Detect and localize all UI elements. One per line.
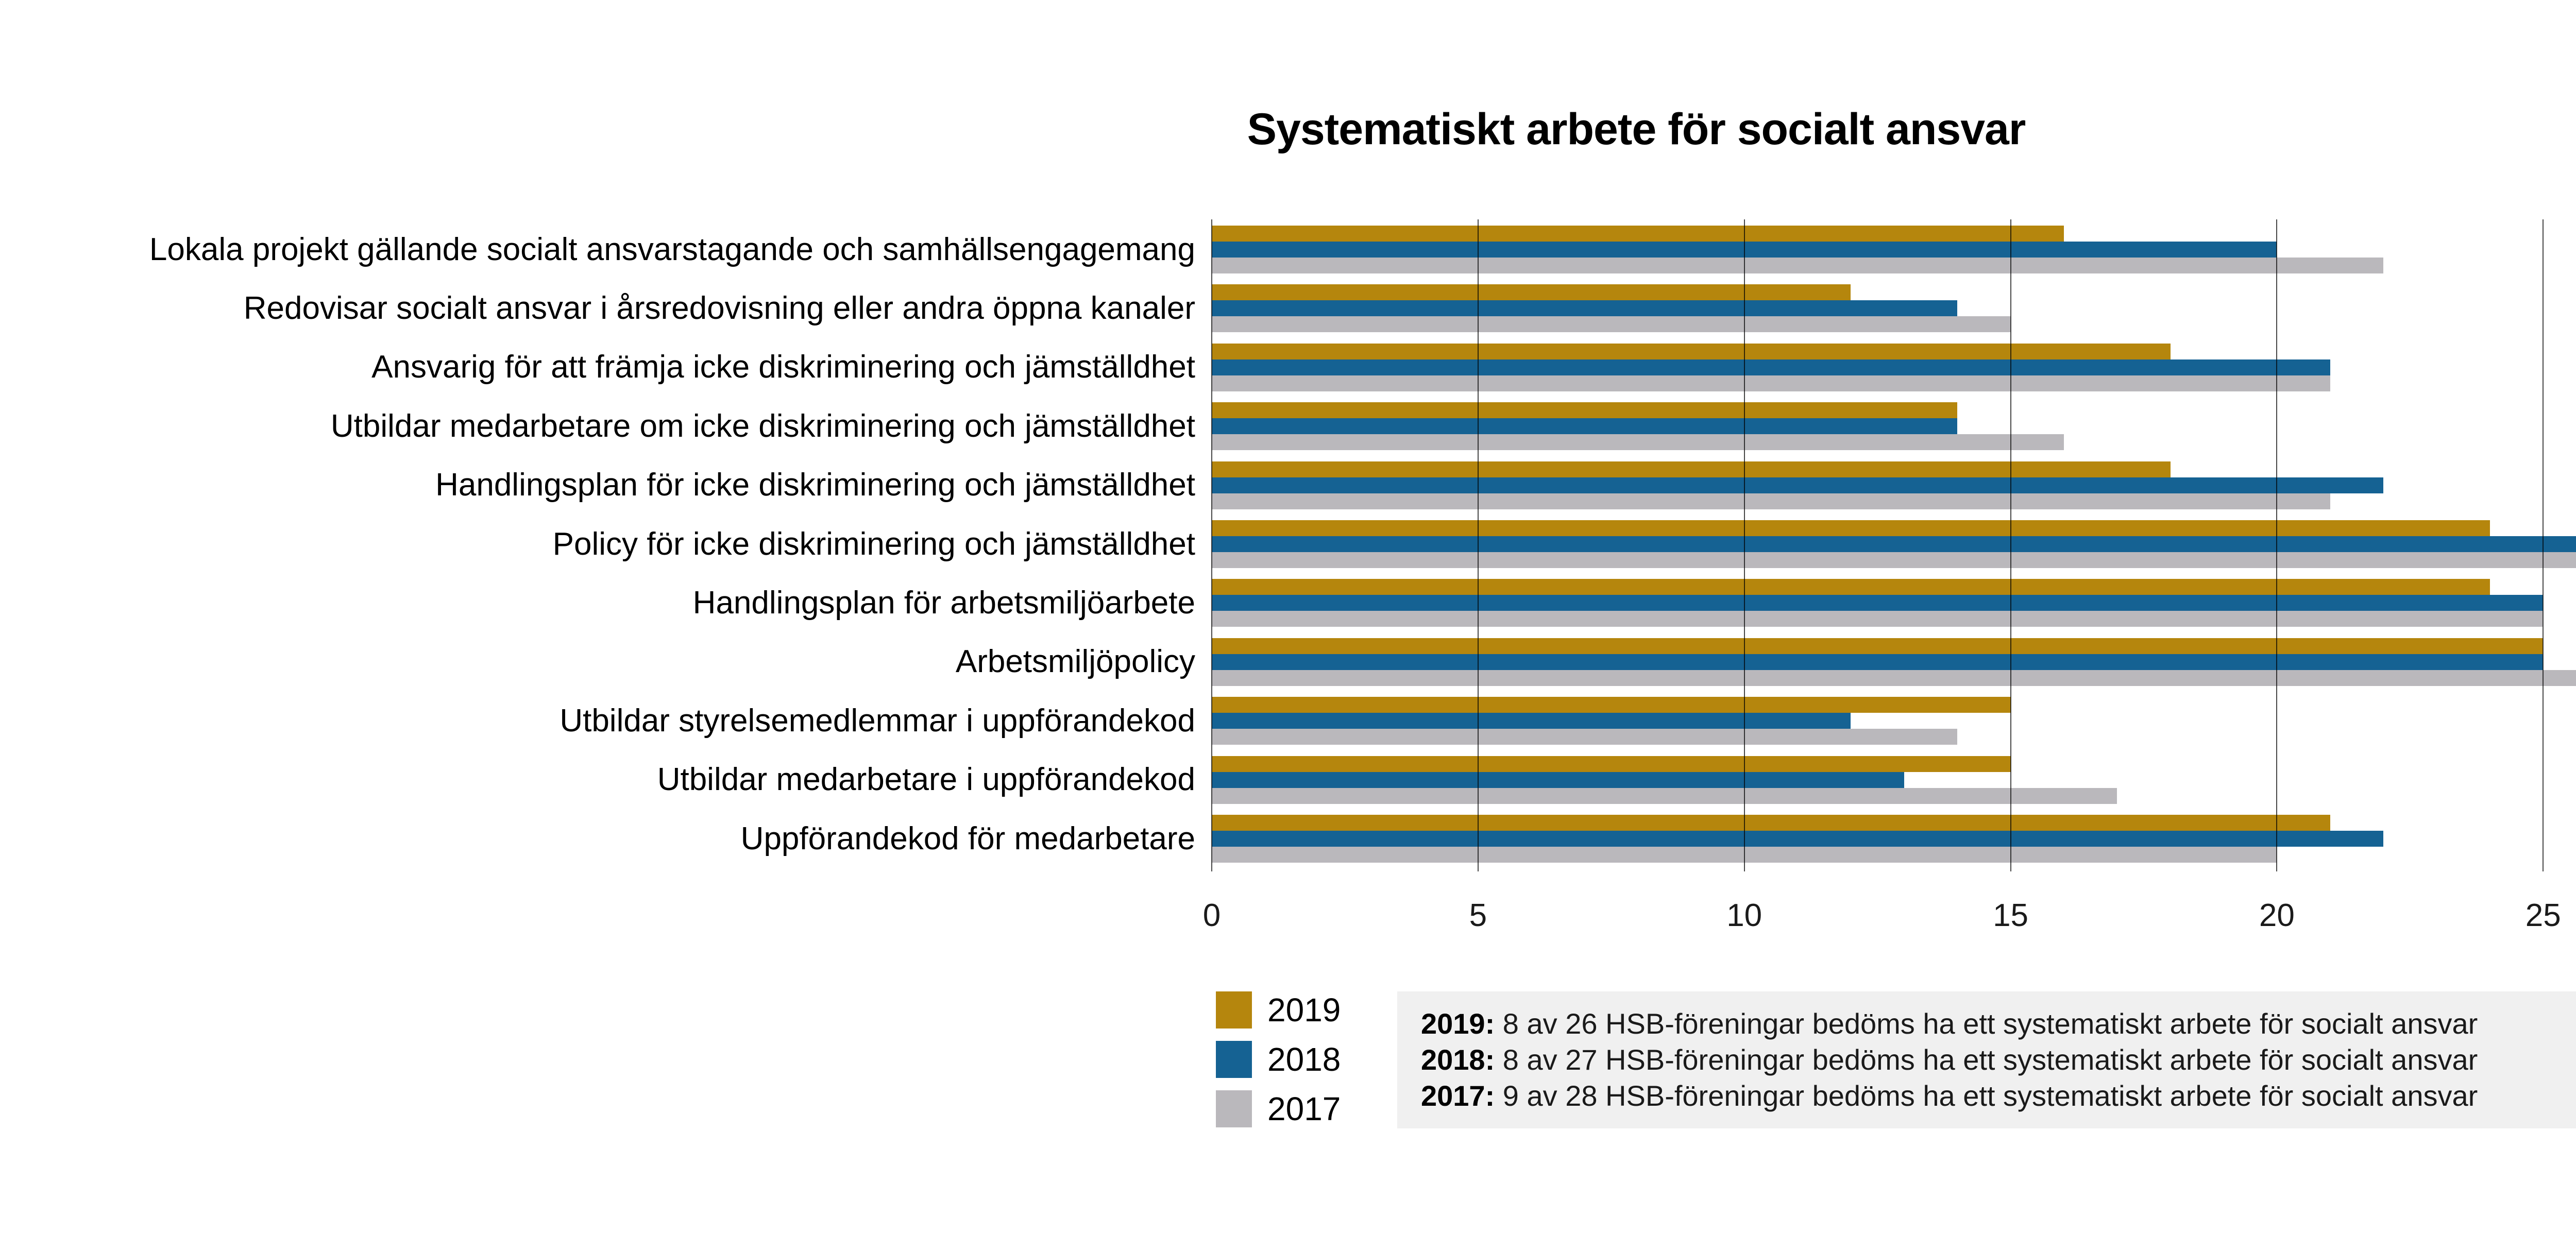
footnote-text-0: 8 av 26 HSB-föreningar bedöms ha ett sys…	[1495, 1007, 2478, 1040]
category-label-7: Arbetsmiljöpolicy	[955, 644, 1195, 680]
bar-group-6	[1212, 579, 2544, 627]
x-tick-label-25: 25	[2525, 898, 2561, 933]
legend-swatch-2017	[1216, 1090, 1252, 1127]
bar-2019-cat0	[1212, 226, 2064, 242]
category-label-3: Utbildar medarbetare om icke diskriminer…	[330, 408, 1195, 444]
footnote-line-0: 2019: 8 av 26 HSB-föreningar bedöms ha e…	[1421, 1006, 2576, 1042]
bar-2018-cat6	[1212, 595, 2544, 611]
footnote-year-2: 2017:	[1421, 1079, 1495, 1112]
bar-group-8	[1212, 697, 2011, 745]
footnote-box: 2019: 8 av 26 HSB-föreningar bedöms ha e…	[1397, 991, 2576, 1128]
bar-2019-cat9	[1212, 756, 2011, 772]
x-tick-label-10: 10	[1726, 898, 1762, 933]
bar-2019-cat2	[1212, 343, 2171, 359]
legend-label-2019: 2019	[1267, 991, 1341, 1029]
category-label-4: Handlingsplan för icke diskriminering oc…	[435, 467, 1195, 503]
plot-area	[1211, 219, 2576, 871]
bar-2017-cat5	[1212, 552, 2576, 568]
footnote-text-1: 8 av 27 HSB-föreningar bedöms ha ett sys…	[1495, 1043, 2478, 1076]
bar-group-2	[1212, 343, 2330, 391]
category-label-1: Redovisar socialt ansvar i årsredovisnin…	[243, 290, 1195, 326]
bar-2019-cat10	[1212, 815, 2330, 831]
bar-2019-cat7	[1212, 638, 2544, 654]
legend-label-2018: 2018	[1267, 1041, 1341, 1078]
bar-2019-cat6	[1212, 579, 2490, 595]
category-label-6: Handlingsplan för arbetsmiljöarbete	[692, 585, 1195, 621]
bar-group-4	[1212, 461, 2384, 509]
legend-item-2018: 2018	[1216, 1041, 1341, 1078]
footnote-line-1: 2018: 8 av 27 HSB-föreningar bedöms ha e…	[1421, 1042, 2576, 1078]
gridline-x-5	[1477, 219, 1479, 871]
legend-swatch-2019	[1216, 991, 1252, 1029]
bar-2018-cat3	[1212, 418, 1958, 435]
category-label-5: Policy för icke diskriminering och jämst…	[552, 526, 1195, 562]
bar-2017-cat1	[1212, 316, 2011, 333]
bar-2017-cat7	[1212, 670, 2576, 686]
footnote-year-0: 2019:	[1421, 1007, 1495, 1040]
bar-group-3	[1212, 402, 2064, 451]
footnote-text-2: 9 av 28 HSB-föreningar bedöms ha ett sys…	[1495, 1079, 2478, 1112]
legend-item-2017: 2017	[1216, 1090, 1341, 1127]
category-label-9: Utbildar medarbetare i uppförandekod	[657, 762, 1195, 798]
bar-group-0	[1212, 226, 2384, 273]
bar-2018-cat7	[1212, 654, 2544, 670]
category-label-2: Ansvarig för att främja icke diskriminer…	[371, 349, 1195, 385]
legend-swatch-2018	[1216, 1041, 1252, 1078]
x-tick-label-20: 20	[2259, 898, 2295, 933]
bar-group-9	[1212, 756, 2117, 804]
category-label-0: Lokala projekt gällande socialt ansvarst…	[149, 231, 1195, 267]
y-axis-line	[1211, 219, 1212, 871]
legend-label-2017: 2017	[1267, 1090, 1341, 1127]
bar-2017-cat6	[1212, 611, 2544, 627]
bar-2017-cat9	[1212, 787, 2117, 804]
x-tick-label-15: 15	[1993, 898, 2029, 933]
bar-group-7	[1212, 638, 2576, 686]
bar-2018-cat1	[1212, 300, 1958, 317]
gridline-x-10	[1743, 219, 1745, 871]
bar-2017-cat8	[1212, 729, 1958, 745]
bar-2017-cat0	[1212, 258, 2384, 273]
bar-2018-cat2	[1212, 359, 2330, 375]
bar-2018-cat5	[1212, 536, 2576, 552]
bar-2019-cat4	[1212, 461, 2171, 477]
legend-item-2019: 2019	[1216, 991, 1341, 1029]
category-label-8: Utbildar styrelsemedlemmar i uppförandek…	[560, 702, 1195, 739]
bar-2018-cat8	[1212, 713, 1851, 729]
bar-group-1	[1212, 284, 2011, 333]
bar-2017-cat2	[1212, 375, 2330, 391]
bar-2019-cat3	[1212, 402, 1958, 419]
bar-2019-cat8	[1212, 697, 2011, 713]
x-tick-label-5: 5	[1469, 898, 1487, 933]
gridline-x-20	[2276, 219, 2278, 871]
bar-2017-cat4	[1212, 493, 2330, 509]
bar-2018-cat9	[1212, 772, 1904, 788]
bar-group-10	[1212, 815, 2384, 863]
footnote-line-2: 2017: 9 av 28 HSB-föreningar bedöms ha e…	[1421, 1078, 2576, 1114]
bar-group-5	[1212, 520, 2576, 568]
legend: 2019 2018 2017	[1216, 991, 1341, 1140]
x-tick-label-0: 0	[1202, 898, 1221, 933]
chart-title: Systematiskt arbete för socialt ansvar	[1247, 105, 2026, 154]
bar-2019-cat5	[1212, 520, 2490, 536]
bar-2018-cat4	[1212, 477, 2384, 493]
bar-2019-cat1	[1212, 284, 1851, 301]
category-label-10: Uppförandekod för medarbetare	[740, 820, 1195, 856]
bar-2018-cat10	[1212, 831, 2384, 847]
footnote-year-1: 2018:	[1421, 1043, 1495, 1076]
gridline-x-25	[2543, 219, 2544, 871]
gridline-x-15	[2010, 219, 2011, 871]
bar-2017-cat3	[1212, 434, 2064, 451]
